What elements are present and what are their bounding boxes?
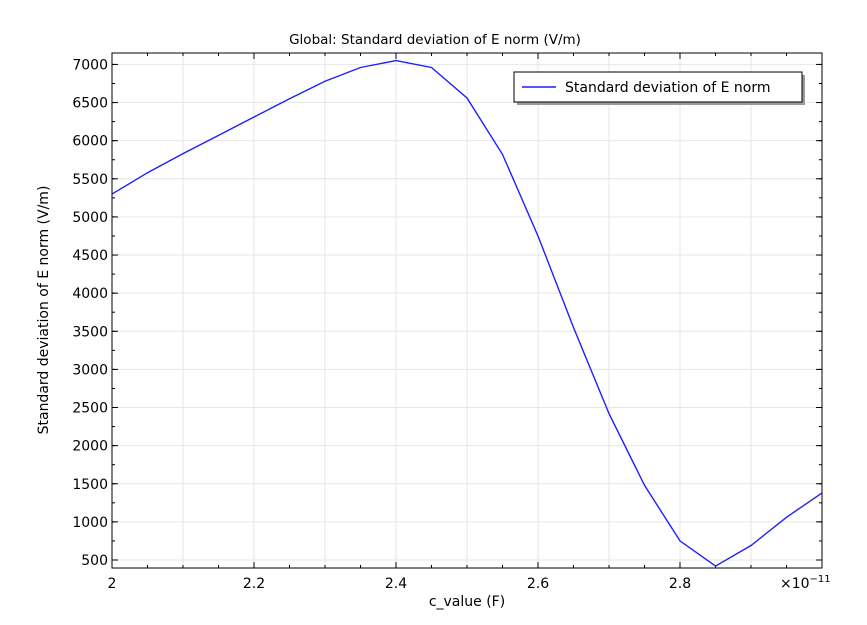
y-tick-label: 5500 [72,172,108,188]
x-axis-title: c_value (F) [429,594,505,610]
y-tick-label: 6500 [72,96,108,112]
chart-title: Global: Standard deviation of E norm (V/… [289,32,581,48]
y-tick-label: 7000 [72,57,108,73]
x-tick-label: 2.6 [527,576,549,592]
series-group [111,59,823,567]
legend-box [513,71,803,103]
x-tick-label: 2 [108,576,117,592]
y-tick-label: 1500 [72,477,108,493]
y-tick-label: 2000 [72,439,108,455]
y-tick-label: 5000 [72,210,108,226]
y-axis-title: Standard deviation of E norm (V/m) [36,186,52,435]
y-tick-label: 4000 [72,286,108,302]
y-tick-label: 3500 [72,324,108,340]
x-multiplier-exponent: −11 [810,574,831,585]
legend: Standard deviation of E norm [513,71,805,105]
x-tick-label: 2.4 [385,576,407,592]
legend-label: Standard deviation of E norm [565,80,771,96]
tick-labels: 2 2.2 2.4 2.6 2.8 500 1000 1500 2000 2500 3000 3500… [72,57,691,592]
y-tick-label: 2500 [72,401,108,417]
x-tick-label: 2.8 [669,576,691,592]
x-multiplier-base: ×10 [780,576,810,592]
y-tick-label: 6000 [72,134,108,150]
x-axis-multiplier: ×10−11 [780,574,831,592]
x-tick-label: 2.2 [243,576,265,592]
y-tick-label: 3000 [72,362,108,378]
y-tick-label: 4500 [72,248,108,264]
series-line [111,59,823,567]
y-tick-label: 500 [81,553,108,569]
y-tick-label: 1000 [72,515,108,531]
plot-frame [111,52,823,569]
